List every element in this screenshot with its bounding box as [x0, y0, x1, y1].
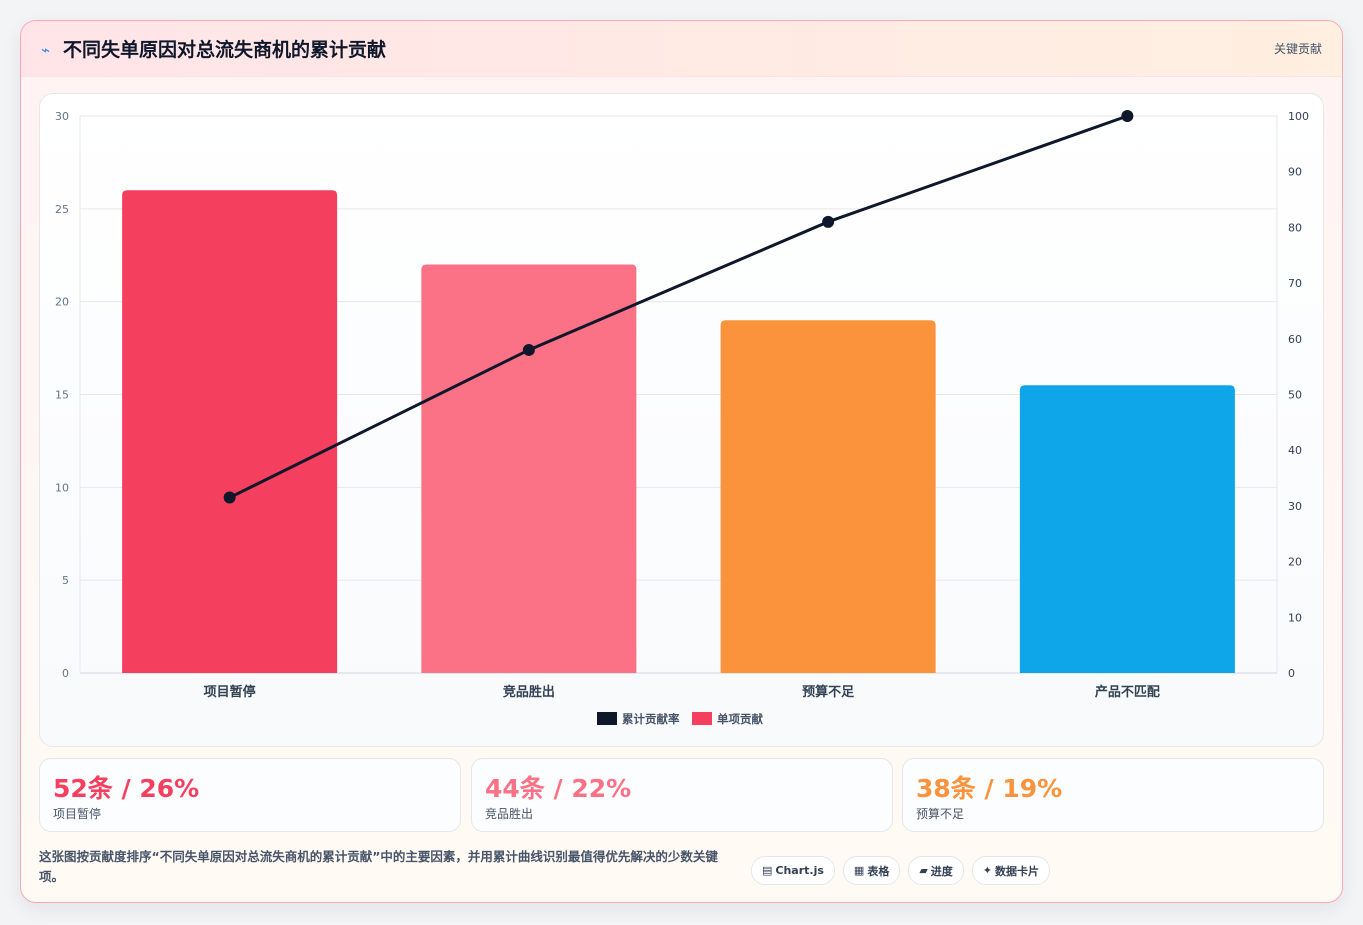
chart-title: 不同失单原因对总流失商机的累计贡献: [63, 39, 387, 61]
bar: [1019, 385, 1235, 673]
legend-swatch-line: [597, 712, 617, 725]
y-right-tick-label: 70: [1288, 277, 1302, 290]
chip-table[interactable]: ▦ 表格: [842, 856, 901, 885]
stat-card-1: 52条 / 26% 项目暂停: [39, 758, 461, 832]
y-left-tick-label: 15: [55, 389, 69, 402]
y-right-tick-label: 20: [1288, 556, 1302, 569]
stat-value: 44条 / 22%: [485, 774, 632, 803]
chip-chartjs[interactable]: ▤ Chart.js: [751, 856, 835, 885]
card-header: ⌁ 不同失单原因对总流失商机的累计贡献 关键贡献: [21, 21, 1342, 77]
chart-description: 这张图按贡献度排序“不同失单原因对总流失商机的累计贡献”中的主要因素，并用累计曲…: [39, 849, 718, 884]
chip-progress[interactable]: ▰ 进度: [908, 856, 964, 885]
y-left-tick-label: 10: [55, 481, 69, 494]
line-point: [1121, 110, 1134, 122]
stat-label: 项目暂停: [53, 807, 102, 821]
x-tick-label: 项目暂停: [204, 684, 256, 700]
sparkle-icon: ✦: [982, 864, 993, 877]
chart-icon: ▤: [762, 864, 773, 877]
line-point: [522, 343, 535, 356]
y-right-tick-label: 0: [1288, 667, 1295, 680]
bar: [122, 190, 338, 673]
table-icon: ▦: [853, 864, 865, 877]
stat-card-2: 44条 / 22% 竞品胜出: [471, 758, 893, 832]
chip-row: ▤ Chart.js ▦ 表格 ▰ 进度 ✦ 数据卡片: [751, 856, 1051, 885]
x-tick-label: 产品不匹配: [1095, 684, 1160, 700]
chart-card: ⌁ 不同失单原因对总流失商机的累计贡献 关键贡献 0 5 10 15 20 25 30 0 10…: [20, 20, 1343, 903]
chip-label: 数据卡片: [995, 864, 1040, 878]
x-tick-label: 预算不足: [802, 684, 855, 700]
legend-label: 累计贡献率: [622, 712, 680, 726]
x-tick-label: 竞品胜出: [503, 684, 555, 700]
chip-data-cards[interactable]: ✦ 数据卡片: [971, 856, 1051, 885]
bar: [720, 320, 936, 673]
stat-value: 38条 / 19%: [916, 774, 1063, 803]
y-right-tick-label: 30: [1288, 500, 1302, 513]
y-right-tick-label: 60: [1288, 333, 1302, 346]
progress-icon: ▰: [919, 864, 928, 877]
bar: [421, 264, 637, 673]
y-left-tick-label: 30: [55, 110, 69, 123]
lightning-icon: ⌁: [41, 41, 51, 59]
cumulative-line: [228, 114, 1128, 499]
chip-label: Chart.js: [775, 864, 824, 877]
y-right-tick-label: 10: [1288, 611, 1302, 624]
line-point: [223, 491, 236, 504]
pareto-chart: 0 5 10 15 20 25 30 0 10 20 30 40 50 60 70 80 90 100 项目暂停 竞品…: [55, 110, 1309, 726]
y-left-tick-label: 25: [55, 203, 69, 216]
chart-panel: 0 5 10 15 20 25 30 0 10 20 30 40 50 60 70 80 90 100 项目暂停 竞品…: [39, 93, 1324, 747]
line-point: [822, 215, 835, 228]
y-right-tick-label: 50: [1288, 389, 1302, 402]
y-left-tick-label: 0: [62, 667, 69, 680]
header-tag: 关键贡献: [1273, 42, 1322, 56]
y-right-tick-label: 80: [1288, 221, 1302, 234]
stat-value: 52条 / 26%: [53, 774, 200, 803]
stat-label: 预算不足: [916, 807, 965, 821]
stat-card-3: 38条 / 19% 预算不足: [902, 758, 1324, 832]
y-right-tick-label: 40: [1288, 444, 1302, 457]
y-right-tick-label: 100: [1288, 110, 1309, 123]
y-right-tick-label: 90: [1288, 166, 1302, 179]
y-left-tick-label: 5: [62, 574, 69, 587]
legend-label: 单项贡献: [717, 712, 763, 726]
y-left-tick-label: 20: [55, 296, 69, 309]
legend-swatch-bar: [692, 712, 712, 725]
chip-label: 进度: [930, 864, 953, 878]
stat-label: 竞品胜出: [485, 807, 534, 821]
chip-label: 表格: [867, 864, 890, 878]
